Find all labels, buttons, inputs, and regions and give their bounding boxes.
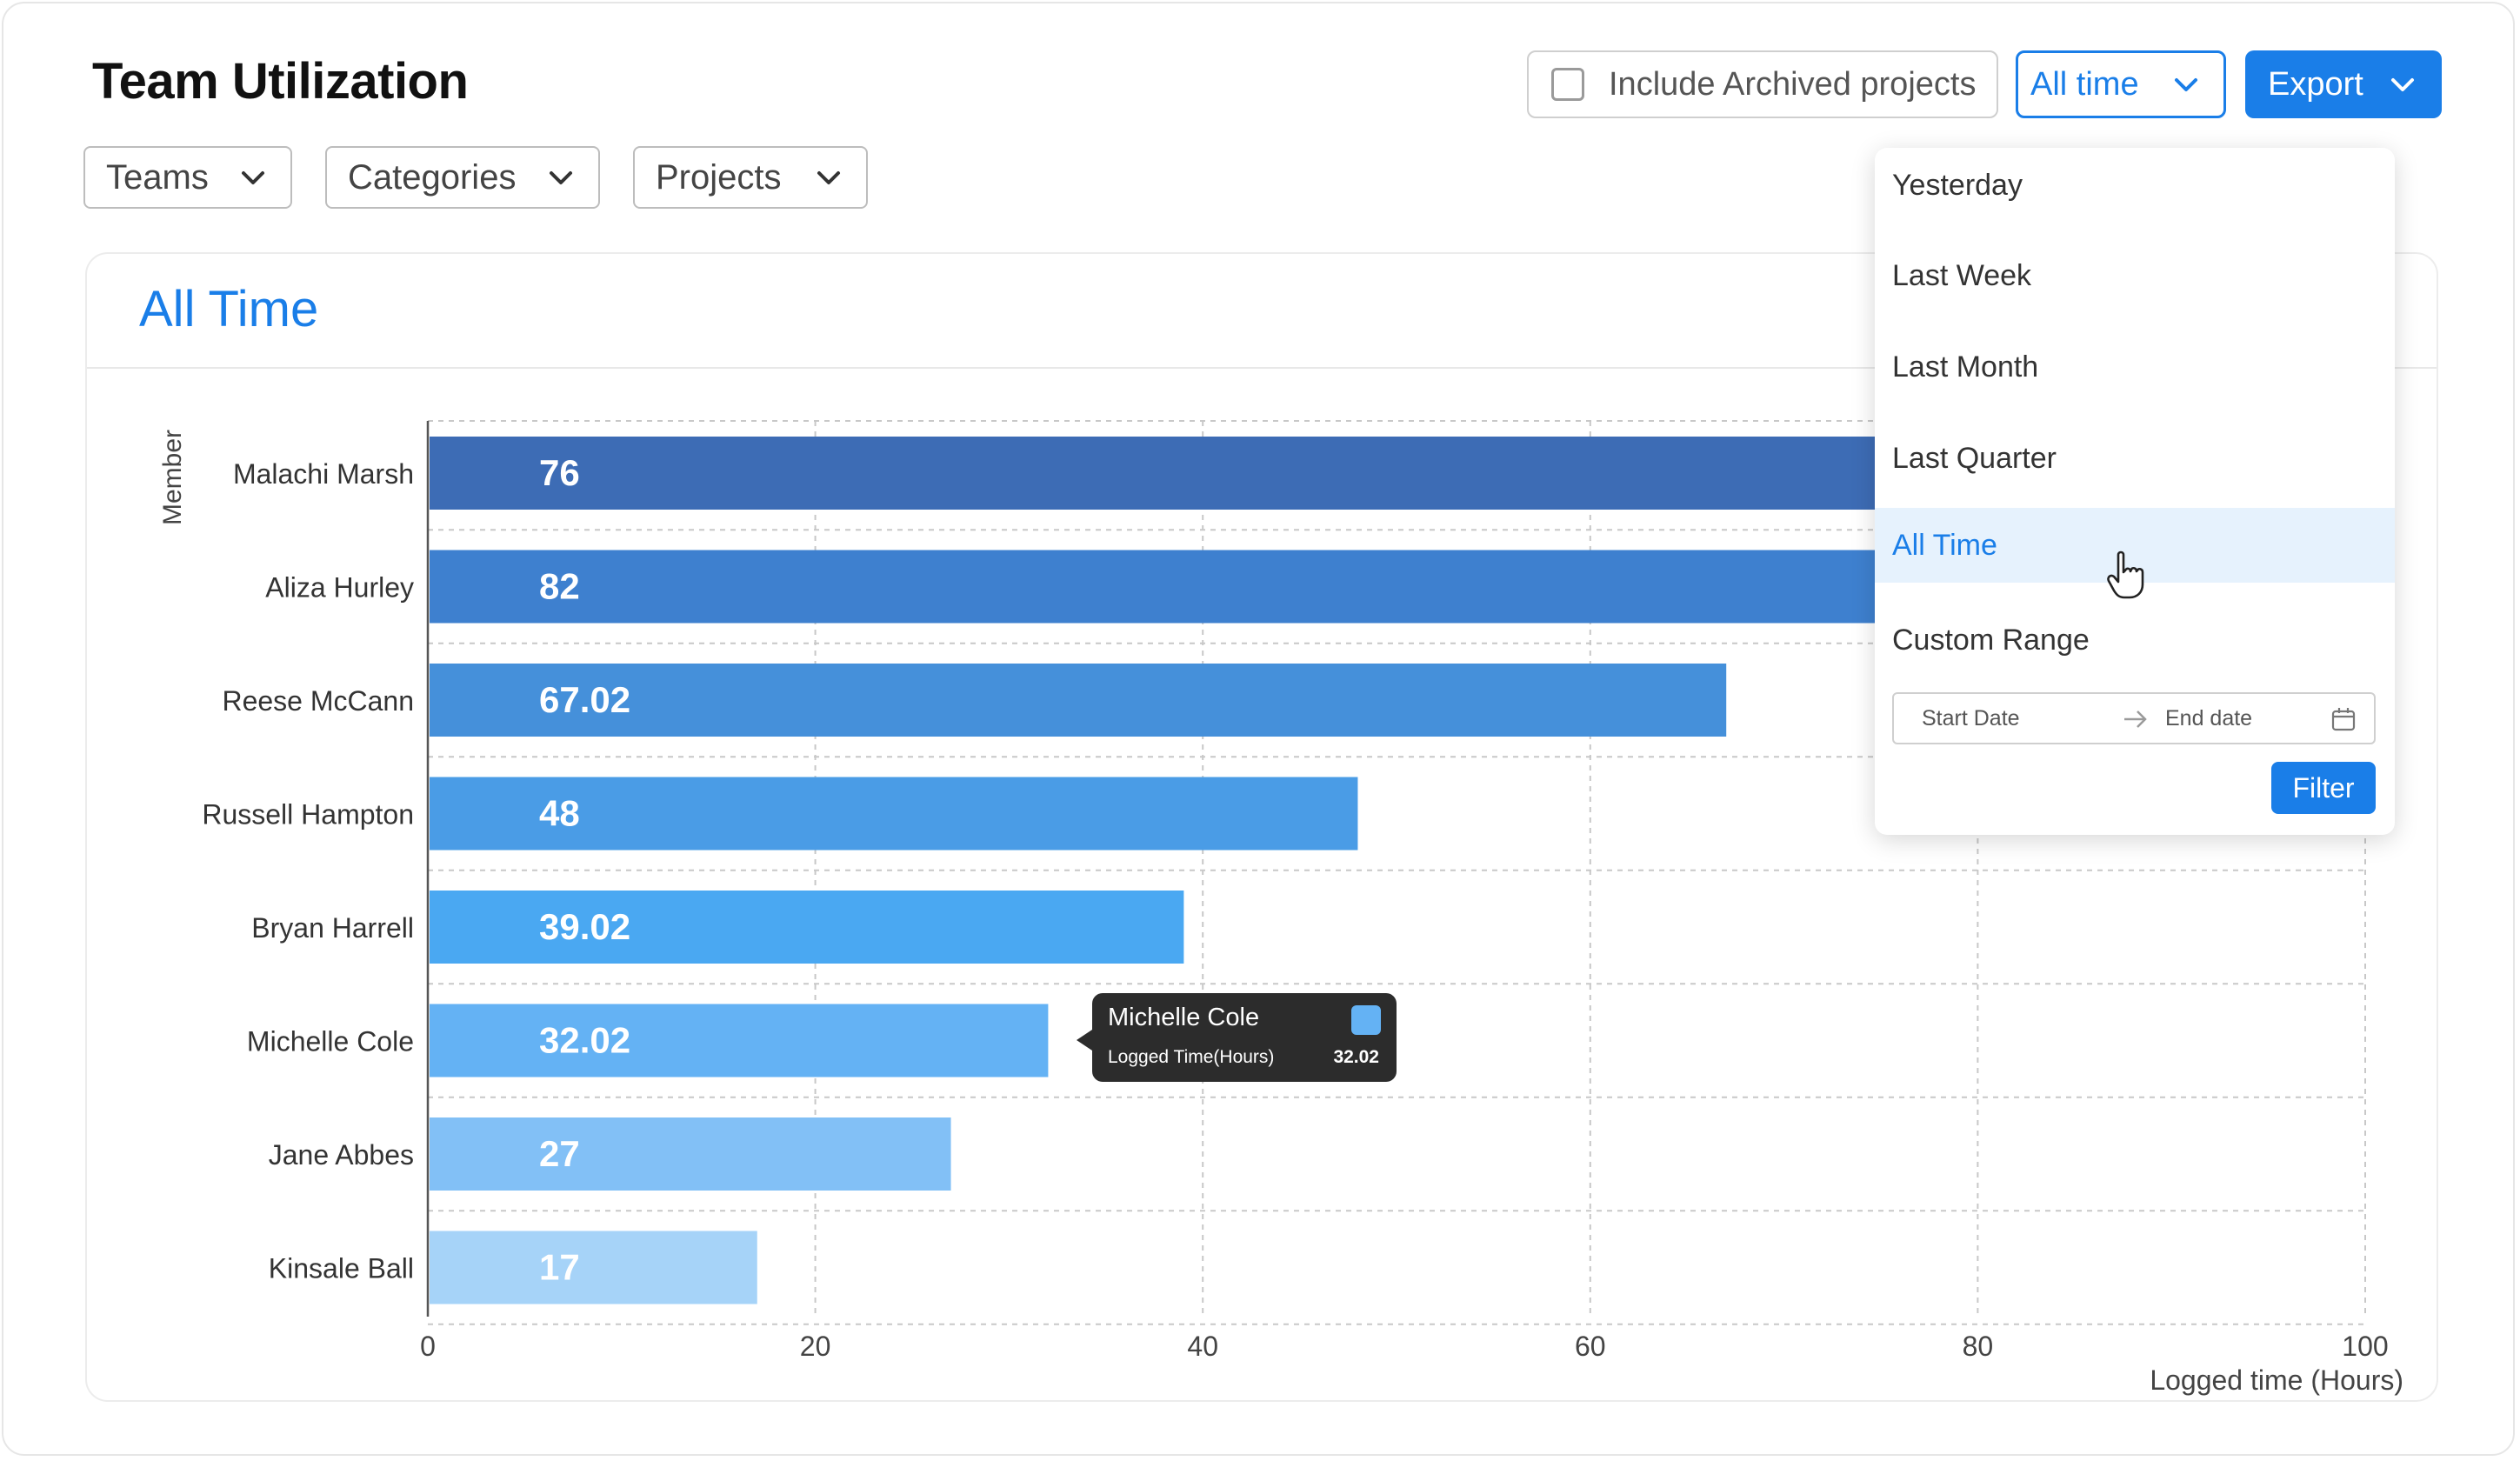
- dropdown-item-last-week[interactable]: Last Week: [1892, 258, 2032, 292]
- chevron-down-icon: [2391, 78, 2414, 91]
- y-tick-label: Reese McCann: [222, 685, 414, 717]
- bar-value-label: 82: [539, 566, 580, 607]
- time-range-dropdown: Yesterday Last Week Last Month Last Quar…: [1875, 148, 2395, 835]
- chevron-down-icon: [550, 171, 572, 184]
- x-axis-title: Logged time (Hours): [2150, 1364, 2403, 1396]
- x-tick-label: 40: [1187, 1331, 1218, 1362]
- archived-label: Include Archived projects: [1609, 65, 1977, 103]
- bar-kinsale-ball[interactable]: [430, 1231, 757, 1304]
- y-tick-label: Kinsale Ball: [269, 1253, 414, 1284]
- bar-value-label: 27: [539, 1133, 580, 1174]
- chart-card-title: All Time: [139, 281, 319, 337]
- card-divider: [87, 367, 2437, 369]
- page-title: Team Utilization: [92, 53, 469, 110]
- bar-value-label: 32.02: [539, 1020, 630, 1061]
- chevron-down-icon: [2175, 78, 2197, 91]
- x-tick-label: 0: [420, 1331, 436, 1362]
- export-label: Export: [2268, 65, 2363, 103]
- y-tick-label: Jane Abbes: [269, 1139, 414, 1171]
- arrow-right-icon: [2124, 710, 2147, 728]
- teams-filter-label: Teams: [106, 157, 209, 197]
- y-tick-label: Malachi Marsh: [233, 458, 414, 490]
- bar-value-label: 76: [539, 452, 580, 493]
- calendar-icon[interactable]: [2330, 706, 2357, 732]
- end-date-input[interactable]: End date: [2165, 706, 2253, 730]
- dropdown-item-custom-range[interactable]: Custom Range: [1892, 623, 2090, 657]
- y-axis-title: Member: [158, 430, 187, 525]
- bar-value-label: 39.02: [539, 906, 630, 947]
- hand-cursor-icon: [2107, 550, 2144, 599]
- x-tick-label: 60: [1575, 1331, 1606, 1362]
- teams-filter[interactable]: Teams: [83, 146, 292, 209]
- bar-aliza-hurley[interactable]: [430, 550, 2017, 624]
- x-tick-label: 100: [2342, 1331, 2388, 1362]
- bar-jane-abbes[interactable]: [430, 1117, 951, 1191]
- x-tick-label: 20: [800, 1331, 831, 1362]
- tooltip-value: 32.02: [1333, 1047, 1379, 1067]
- dropdown-item-yesterday[interactable]: Yesterday: [1892, 168, 2023, 202]
- time-range-value: All time: [2030, 65, 2139, 103]
- y-tick-label: Michelle Cole: [247, 1026, 414, 1057]
- tooltip-label: Logged Time(Hours): [1108, 1047, 1275, 1067]
- bar-reese-mccann[interactable]: [430, 664, 1727, 737]
- y-tick-label: Russell Hampton: [202, 799, 414, 831]
- chevron-down-icon: [817, 171, 840, 184]
- export-button[interactable]: Export: [2245, 50, 2442, 118]
- x-tick-label: 80: [1963, 1331, 1994, 1362]
- bar-malachi-marsh[interactable]: [430, 437, 1901, 510]
- bar-value-label: 48: [539, 793, 580, 834]
- categories-filter-label: Categories: [348, 157, 517, 197]
- bar-value-label: 17: [539, 1247, 580, 1288]
- bar-value-label: 67.02: [539, 679, 630, 720]
- categories-filter[interactable]: Categories: [325, 146, 600, 209]
- projects-filter[interactable]: Projects: [633, 146, 868, 209]
- y-tick-label: Aliza Hurley: [265, 572, 414, 604]
- chevron-down-icon: [242, 171, 264, 184]
- bar-chart: 0 20 40 60 80 100 76 Malachi Marsh 82 Aliza Hurle…: [158, 420, 2403, 1396]
- start-date-input[interactable]: Start Date: [1922, 706, 2020, 730]
- bar-russell-hampton[interactable]: [430, 777, 1358, 851]
- time-range-select[interactable]: All time: [2016, 50, 2226, 118]
- projects-filter-label: Projects: [656, 157, 782, 197]
- bar-bryan-harrell[interactable]: [430, 891, 1184, 964]
- archived-checkbox[interactable]: [1551, 68, 1584, 101]
- y-tick-label: Bryan Harrell: [251, 912, 414, 944]
- dropdown-item-last-month[interactable]: Last Month: [1892, 350, 2039, 384]
- dropdown-item-last-quarter[interactable]: Last Quarter: [1892, 441, 2057, 475]
- tooltip-swatch: [1351, 1005, 1381, 1035]
- custom-date-range: Start Date End date: [1892, 692, 2376, 744]
- tooltip-name: Michelle Cole: [1108, 1004, 1260, 1031]
- chart-tooltip: Michelle Cole Logged Time(Hours) 32.02: [1077, 993, 1397, 1082]
- filter-button[interactable]: Filter: [2271, 762, 2376, 814]
- include-archived-toggle[interactable]: Include Archived projects: [1527, 50, 1998, 118]
- bar-michelle-cole[interactable]: [430, 1004, 1049, 1077]
